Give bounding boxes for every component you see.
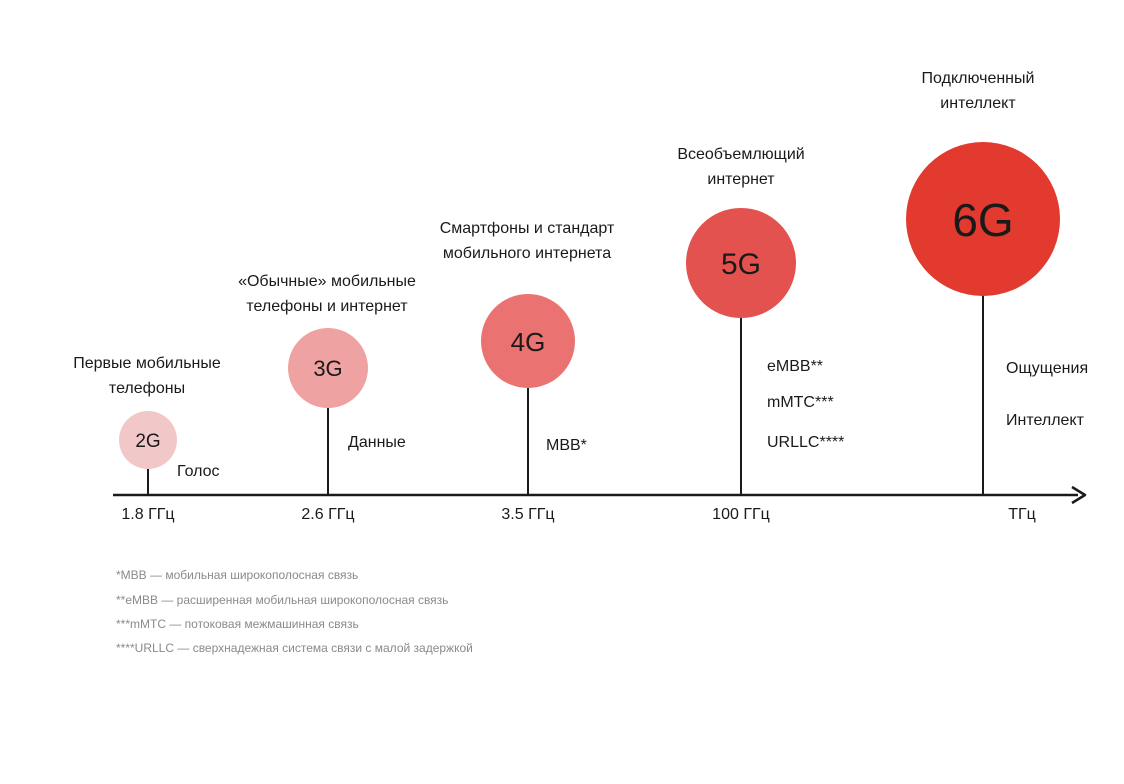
gen-5g-feature: URLLC**** xyxy=(767,434,845,451)
gen-2g-feature: Голос xyxy=(177,463,220,480)
gen-6g-feature: Ощущения xyxy=(1006,360,1089,377)
gen-6g-description-line: Подключенный xyxy=(921,70,1035,87)
gen-6g-description: Подключенный интеллект xyxy=(922,66,1035,116)
gen-2g-marker: 2G xyxy=(119,411,177,495)
gen-3g-circle xyxy=(288,328,368,408)
gen-4g-label: 4G xyxy=(511,327,546,357)
footnote-mbb: *MBB — мобильная широкополосная связь xyxy=(116,568,359,582)
gen-6g-marker: 6G xyxy=(906,142,1060,495)
gen-3g-label: 3G xyxy=(313,356,342,381)
gen-5g-marker: 5G xyxy=(686,208,796,495)
gen-5g-description: Всеобъемлющий интернет xyxy=(677,142,804,192)
footnote-urllc: ****URLLC — сверхнадежная система связи … xyxy=(116,641,473,655)
gen-5g-feature: eMBB** xyxy=(767,358,824,375)
frequency-label-3g: 2.6 ГГц xyxy=(301,506,355,523)
gen-6g-circle xyxy=(906,142,1060,296)
gen-3g-description-line: телефоны и интернет xyxy=(246,298,408,315)
gen-6g-label: 6G xyxy=(952,194,1013,246)
gen-2g-description-line: телефоны xyxy=(108,380,186,397)
gen-5g-feature: mMTC*** xyxy=(767,394,834,411)
gen-5g-circle xyxy=(686,208,796,318)
gen-6g-feature: Интеллект xyxy=(1006,412,1084,429)
footnote-embb: **eMBB — расширенная мобильная широкопол… xyxy=(116,593,449,607)
gen-3g-description: «Обычные» мобильные телефоны и интернет xyxy=(238,269,416,319)
gen-3g-feature: Данные xyxy=(348,434,406,451)
frequency-label-2g: 1.8 ГГц xyxy=(121,506,175,523)
frequency-label-5g: 100 ГГц xyxy=(712,506,770,523)
gen-2g-circle xyxy=(119,411,177,469)
gen-2g-description: Первые мобильные телефоны xyxy=(73,351,221,401)
gen-4g-description: Смартфоны и стандарт мобильного интернет… xyxy=(440,216,615,266)
frequency-label-6g: ТГц xyxy=(1008,506,1036,523)
gen-5g-label: 5G xyxy=(721,248,761,281)
gen-4g-circle xyxy=(481,294,575,388)
gen-3g-description-line: «Обычные» мобильные xyxy=(238,273,416,290)
footnote-mmtc: ***mMTC — потоковая межмашинная связь xyxy=(116,617,359,631)
gen-5g-description-line: Всеобъемлющий xyxy=(677,146,805,163)
gen-2g-description-line: Первые мобильные xyxy=(73,355,221,372)
gen-4g-feature: MBB* xyxy=(546,437,587,454)
gen-3g-marker: 3G xyxy=(288,328,368,495)
timeline-arrow-icon xyxy=(1071,485,1087,505)
frequency-label-4g: 3.5 ГГц xyxy=(501,506,555,523)
gen-5g-description-line: интернет xyxy=(707,171,775,188)
gen-2g-label: 2G xyxy=(135,431,160,452)
gen-4g-description-line: мобильного интернета xyxy=(442,245,612,262)
gen-6g-description-line: интеллект xyxy=(940,95,1016,112)
gen-4g-marker: 4G xyxy=(481,294,575,495)
gen-4g-description-line: Смартфоны и стандарт xyxy=(439,220,615,237)
